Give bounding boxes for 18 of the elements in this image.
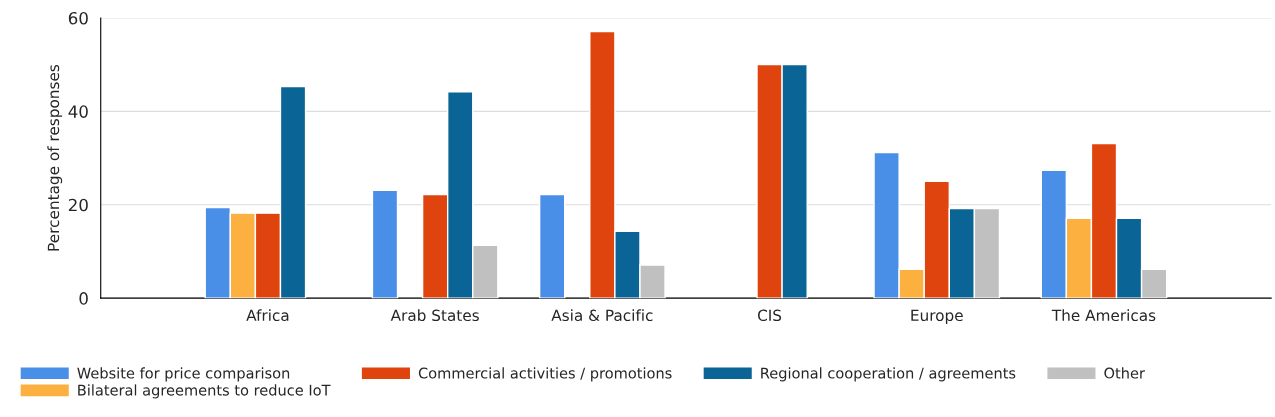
x-tick-label: Arab States: [390, 309, 479, 322]
bar: [371, 189, 399, 299]
x-tick-label: CIS: [757, 309, 782, 322]
x-tick-label: The Americas: [1051, 309, 1156, 322]
legend-label: Bilateral agreements to reduce IoT: [78, 384, 331, 399]
y-tick-label: 60: [68, 11, 88, 25]
x-tick-label: Asia & Pacific: [551, 309, 653, 322]
legend-label: Other: [1104, 367, 1145, 379]
legend-label: Commercial activities / promotions: [418, 367, 672, 382]
legend-label: Website for price comparison: [77, 367, 290, 382]
y-tick-label: 20: [68, 198, 88, 212]
x-tick-label: Africa: [246, 309, 289, 322]
y-axis-title: Percentage of responses: [47, 64, 63, 251]
x-tick-label: Europe: [911, 309, 963, 325]
bar: [538, 193, 566, 299]
legend-label: Regional cooperation / agreements: [761, 367, 1016, 382]
y-tick-label: 40: [68, 105, 88, 118]
y-tick-label: 0: [79, 292, 88, 305]
